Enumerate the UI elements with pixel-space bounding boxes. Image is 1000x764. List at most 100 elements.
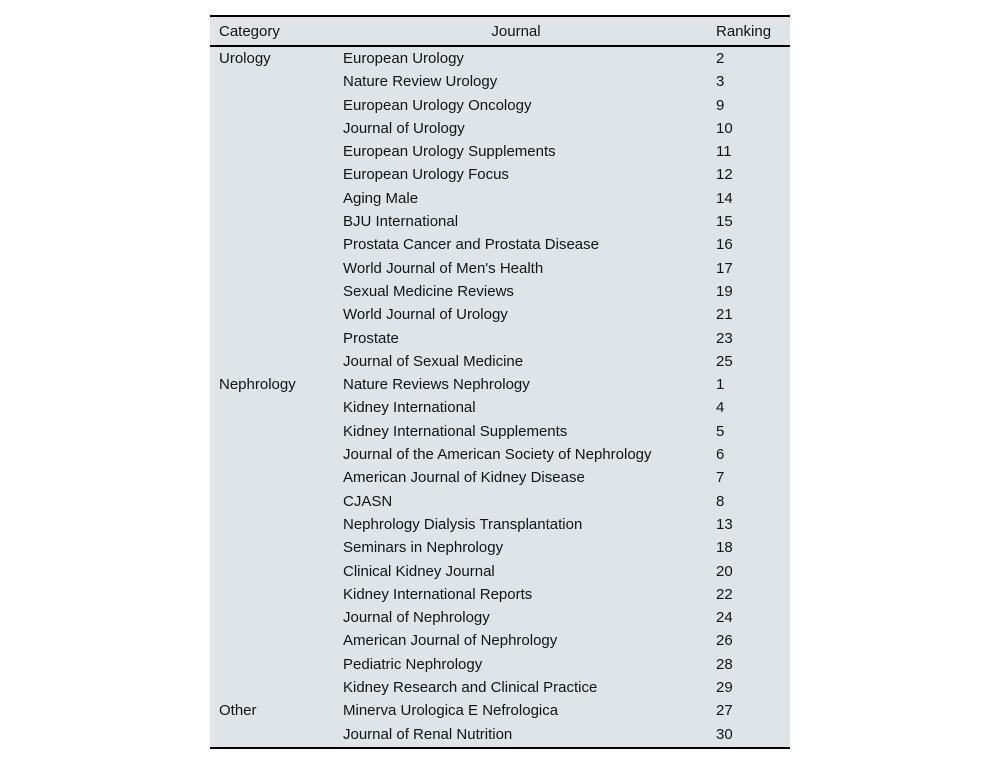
category-cell: Other	[219, 702, 257, 720]
ranking-cell: 12	[716, 166, 733, 184]
journal-cell: Kidney International	[343, 399, 476, 417]
category-cell	[210, 676, 343, 699]
ranking-cell: 11	[716, 143, 732, 161]
table-row: European Urology Focus 12	[210, 163, 790, 186]
journal-cell: BJU International	[343, 213, 459, 231]
journal-cell: Nature Reviews Nephrology	[343, 376, 530, 394]
ranking-cell: 8	[716, 492, 725, 510]
journal-cell: Kidney International Reports	[343, 585, 533, 603]
journal-cell: European Urology Oncology	[343, 96, 532, 114]
ranking-cell: 23	[716, 329, 733, 347]
column-header-journal: Journal	[491, 23, 541, 40]
journal-cell: World Journal of Urology	[343, 306, 508, 324]
category-cell	[210, 583, 343, 606]
category-cell	[210, 723, 343, 746]
table-row: American Journal of Kidney Disease 7	[210, 466, 790, 489]
journal-cell: Journal of Nephrology	[343, 609, 490, 627]
category-cell: Urology	[219, 50, 271, 67]
table-row: Prostate 23	[210, 327, 790, 350]
ranking-cell: 22	[716, 585, 733, 603]
table-row: Journal of Sexual Medicine 25	[210, 350, 790, 373]
journal-cell: Kidney International Supplements	[343, 422, 568, 440]
ranking-cell: 25	[716, 352, 733, 370]
category-cell	[210, 257, 343, 280]
table-row: Kidney International Reports 22	[210, 583, 790, 606]
table-row: Aging Male 14	[210, 187, 790, 210]
table-header-row: Category Journal Ranking	[210, 17, 790, 47]
category-cell	[210, 606, 343, 629]
table-row: World Journal of Men's Health 17	[210, 257, 790, 280]
ranking-cell: 1	[716, 376, 725, 394]
table-row: BJU International 15	[210, 210, 790, 233]
ranking-cell: 20	[716, 562, 733, 580]
ranking-cell: 7	[716, 469, 725, 487]
category-cell	[210, 420, 343, 443]
category-cell	[210, 140, 343, 163]
table-row: Journal of the American Society of Nephr…	[210, 443, 790, 466]
journal-cell: World Journal of Men's Health	[343, 259, 544, 277]
journal-cell: Journal of Sexual Medicine	[343, 352, 524, 370]
journal-cell: CJASN	[343, 492, 393, 510]
category-cell	[210, 233, 343, 256]
ranking-cell: 19	[716, 282, 733, 300]
category-cell	[210, 70, 343, 93]
ranking-cell: 29	[716, 679, 733, 697]
table-row: Kidney International 4	[210, 396, 790, 419]
table-row: Urology European Urology 2	[210, 47, 790, 70]
ranking-cell: 21	[716, 306, 733, 324]
category-cell: Nephrology	[219, 376, 296, 394]
category-cell	[210, 396, 343, 419]
table-row: Nephrology Nature Reviews Nephrology 1	[210, 373, 790, 396]
journal-cell: Prostata Cancer and Prostata Disease	[343, 236, 599, 254]
table-row: American Journal of Nephrology 26	[210, 629, 790, 652]
category-cell	[210, 210, 343, 233]
table-row: Pediatric Nephrology 28	[210, 653, 790, 676]
journal-cell: Nephrology Dialysis Transplantation	[343, 515, 583, 533]
ranking-cell: 3	[716, 73, 725, 91]
journal-ranking-table: Category Journal Ranking Urology European…	[210, 15, 790, 749]
journal-cell: Prostate	[343, 329, 399, 347]
journal-cell: European Urology	[343, 50, 464, 67]
journal-cell: Nature Review Urology	[343, 73, 498, 91]
ranking-cell: 10	[716, 119, 733, 137]
category-cell	[210, 536, 343, 559]
category-cell	[210, 466, 343, 489]
category-cell	[210, 490, 343, 513]
journal-cell: American Journal of Nephrology	[343, 632, 558, 650]
table-row: Sexual Medicine Reviews 19	[210, 280, 790, 303]
category-cell	[210, 513, 343, 536]
journal-cell: European Urology Focus	[343, 166, 509, 184]
category-cell	[210, 280, 343, 303]
ranking-cell: 6	[716, 446, 725, 464]
category-cell	[210, 117, 343, 140]
ranking-cell: 28	[716, 655, 733, 673]
ranking-cell: 27	[716, 702, 733, 720]
category-cell	[210, 443, 343, 466]
ranking-cell: 15	[716, 213, 733, 231]
ranking-cell: 5	[716, 422, 725, 440]
table-row: Seminars in Nephrology 18	[210, 536, 790, 559]
journal-cell: Minerva Urologica E Nefrologica	[343, 702, 559, 720]
journal-cell: Clinical Kidney Journal	[343, 562, 495, 580]
table-row: Kidney Research and Clinical Practice 29	[210, 676, 790, 699]
journal-cell: Seminars in Nephrology	[343, 539, 504, 557]
table-row: Nephrology Dialysis Transplantation 13	[210, 513, 790, 536]
journal-cell: American Journal of Kidney Disease	[343, 469, 585, 487]
journal-cell: Aging Male	[343, 189, 419, 207]
category-cell	[210, 629, 343, 652]
journal-cell: Pediatric Nephrology	[343, 655, 483, 673]
ranking-cell: 24	[716, 609, 733, 627]
category-cell	[210, 187, 343, 210]
table-row: European Urology Supplements 11	[210, 140, 790, 163]
category-cell	[210, 560, 343, 583]
table-row: CJASN 8	[210, 490, 790, 513]
journal-cell: Journal of Renal Nutrition	[343, 725, 513, 743]
table-body: Urology European Urology 2 Nature Review Ur…	[210, 47, 790, 747]
ranking-cell: 18	[716, 539, 733, 557]
table-row: Journal of Renal Nutrition 30	[210, 723, 790, 746]
journal-cell: Sexual Medicine Reviews	[343, 282, 514, 300]
table-row: Kidney International Supplements 5	[210, 420, 790, 443]
ranking-cell: 4	[716, 399, 725, 417]
journal-cell: Journal of the American Society of Nephr…	[343, 446, 652, 464]
column-header-ranking: Ranking	[716, 23, 772, 40]
